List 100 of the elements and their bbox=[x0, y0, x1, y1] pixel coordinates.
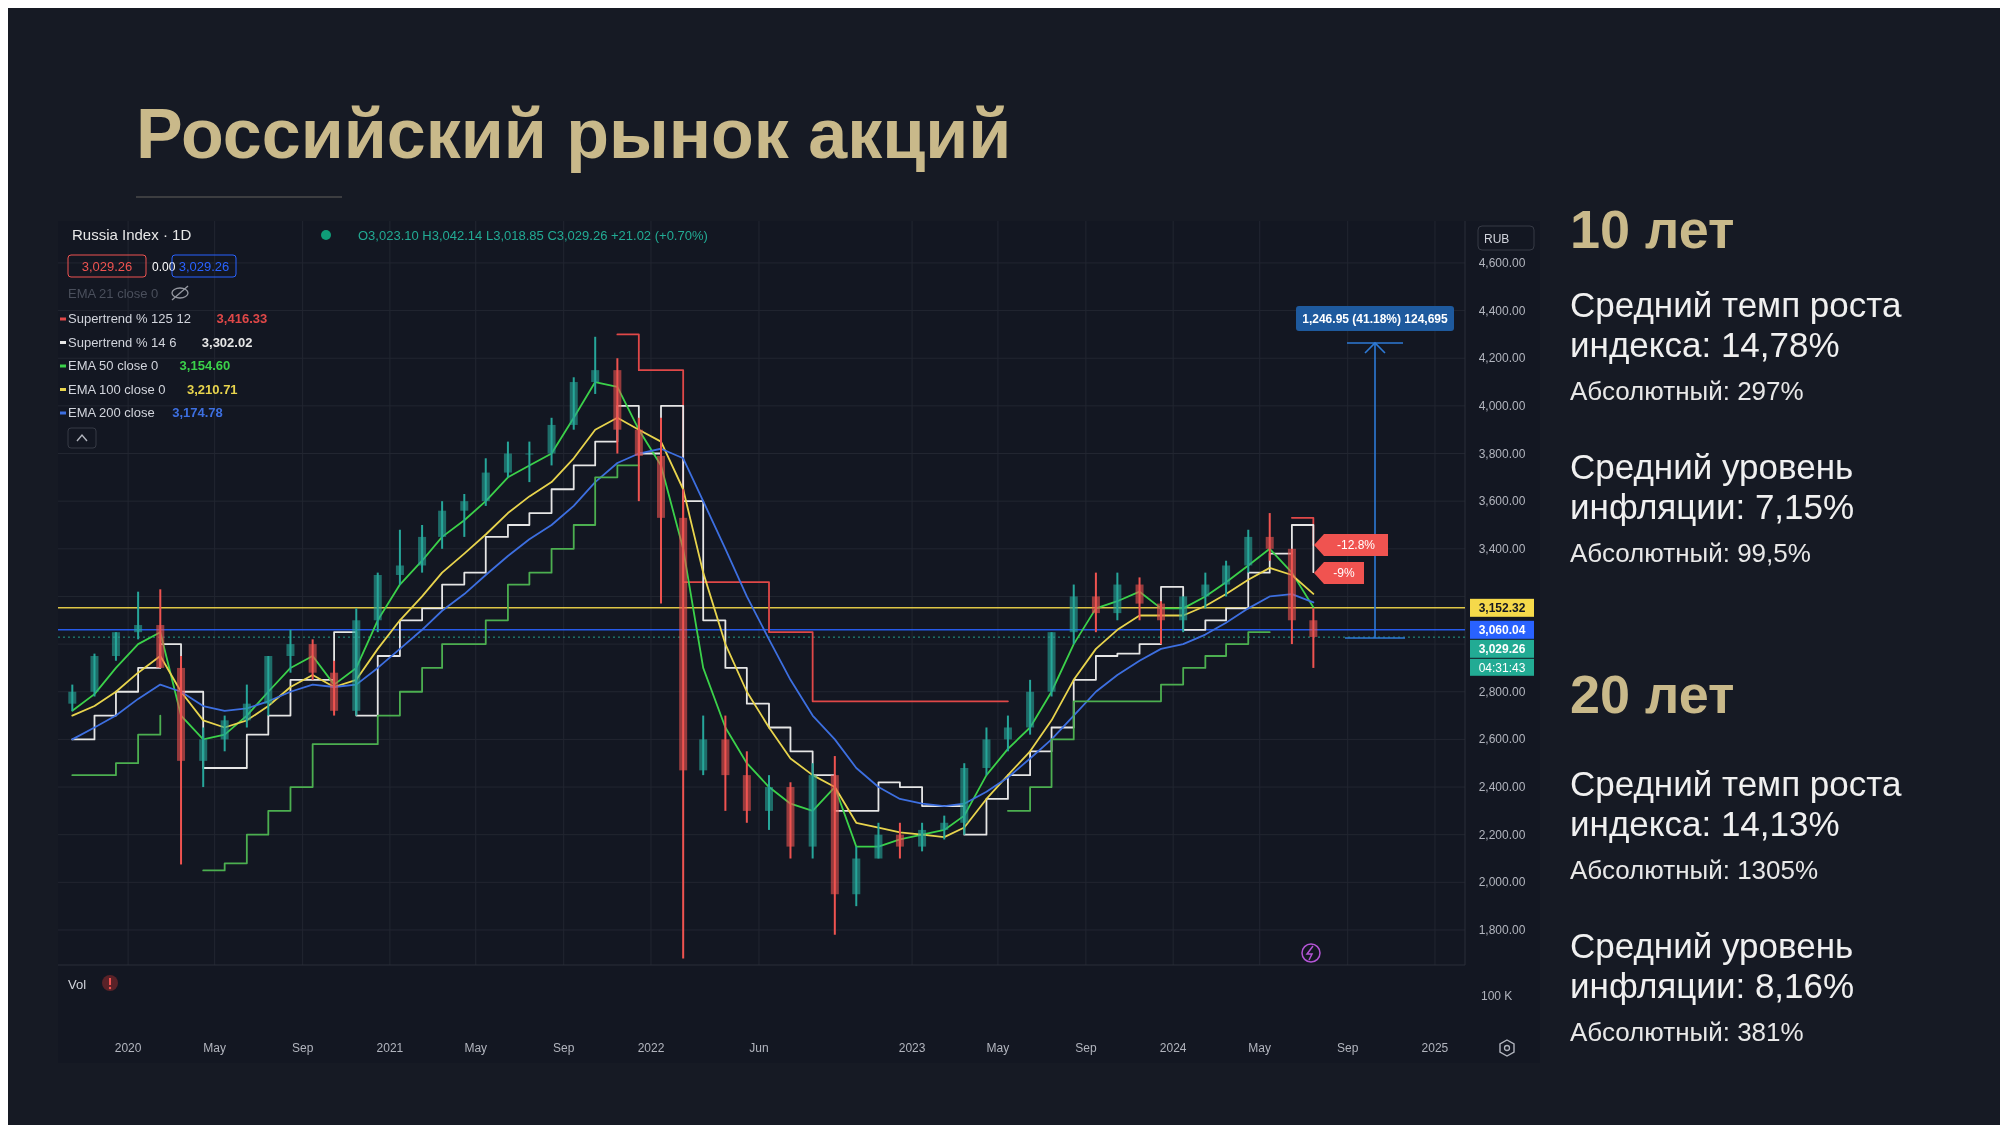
x-tick-label: 2020 bbox=[114, 1041, 142, 1055]
candlestick bbox=[90, 652, 99, 698]
text: Абсолютный: 381% bbox=[1570, 1017, 1804, 1047]
annotation: 3,029.26 bbox=[178, 259, 230, 274]
candlestick bbox=[808, 762, 817, 860]
annotation: -9% bbox=[1333, 566, 1355, 580]
candlestick bbox=[220, 714, 229, 753]
text: 10 лет bbox=[1570, 199, 1735, 259]
text: Средний темп роста индекса: 14,78% bbox=[1570, 285, 1902, 364]
y-tick-label: 4,000.00 bbox=[1478, 398, 1526, 413]
candlestick bbox=[918, 821, 927, 853]
x-tick-label: May bbox=[1248, 1041, 1272, 1055]
candlestick bbox=[1287, 547, 1296, 646]
candlestick bbox=[481, 457, 490, 507]
text: Средний темп роста индекса: 14,13% bbox=[1570, 764, 1902, 843]
annotation: -12.8% bbox=[1336, 538, 1376, 552]
x-tick-label: Sep bbox=[1075, 1041, 1097, 1055]
annotation: 3,154.60 bbox=[179, 358, 231, 373]
candlestick bbox=[1309, 607, 1318, 669]
candlestick bbox=[895, 821, 904, 860]
legend-label: EMA 50 close 0 bbox=[68, 358, 159, 373]
candlestick bbox=[657, 416, 665, 605]
text: Средний уровень инфляции: 8,16% bbox=[1570, 926, 1855, 1005]
candlestick bbox=[742, 750, 751, 824]
y-tick-label: 2,000.00 bbox=[1478, 875, 1526, 890]
text: Vol bbox=[68, 977, 87, 992]
annotation: 0.00 bbox=[152, 260, 176, 274]
candlestick bbox=[242, 683, 251, 729]
candlestick bbox=[1201, 571, 1210, 610]
text: RUB bbox=[1484, 232, 1510, 246]
x-tick-label: 2025 bbox=[1421, 1041, 1449, 1055]
x-tick-label: 2021 bbox=[376, 1041, 404, 1055]
candlestick bbox=[438, 500, 447, 550]
candlestick bbox=[1135, 576, 1144, 622]
candlestick bbox=[177, 655, 186, 866]
candlestick bbox=[765, 774, 774, 831]
x-tick-label: Sep bbox=[291, 1041, 314, 1055]
annotation: O3,023.10 H3,042.14 L3,018.85 C3,029.26 +21.02 (+0.70%) bbox=[358, 228, 708, 243]
candlestick bbox=[591, 335, 600, 395]
x-tick-label: 2022 bbox=[637, 1041, 665, 1055]
text: Средний уровень инфляции: 7,15% bbox=[1570, 447, 1855, 526]
candlestick bbox=[1265, 512, 1274, 562]
x-tick-label: May bbox=[986, 1041, 1010, 1055]
legend-label: EMA 100 close 0 bbox=[68, 381, 166, 397]
y-tick-label: 4,600.00 bbox=[1478, 255, 1526, 270]
x-tick-label: Jun bbox=[749, 1041, 769, 1055]
x-tick-label: Sep bbox=[1337, 1041, 1359, 1055]
candlestick bbox=[699, 714, 708, 777]
annotation: 1,246.95 (41.18%) 124,695 bbox=[1302, 312, 1449, 326]
candlestick bbox=[830, 755, 839, 936]
y-tick-label: 4,200.00 bbox=[1478, 351, 1526, 366]
candlestick bbox=[418, 523, 427, 574]
candlestick bbox=[874, 821, 883, 860]
candlestick bbox=[373, 571, 382, 634]
candlestick bbox=[982, 726, 991, 777]
annotation: 3,029.26 bbox=[81, 259, 133, 274]
candlestick bbox=[786, 781, 795, 860]
x-tick-label: Sep bbox=[553, 1041, 575, 1055]
candlestick bbox=[156, 588, 165, 669]
text: Абсолютный: 1305% bbox=[1570, 855, 1819, 885]
candlestick bbox=[1113, 571, 1122, 622]
candlestick bbox=[525, 440, 534, 484]
text: 04:31:43 bbox=[1478, 660, 1526, 675]
candlestick bbox=[1091, 571, 1100, 634]
y-tick-label: 2,200.00 bbox=[1478, 827, 1526, 842]
candlestick bbox=[460, 493, 469, 538]
ref-line-label: 3,152.32 bbox=[1478, 600, 1526, 615]
y-tick-label: 3,600.00 bbox=[1478, 494, 1526, 509]
candlestick bbox=[395, 528, 404, 586]
ref-line-label: 3,029.26 bbox=[1478, 641, 1526, 656]
x-tick-label: 2023 bbox=[898, 1041, 926, 1055]
chart-title: Российский рынок акций bbox=[136, 95, 1012, 173]
candlestick bbox=[1069, 583, 1078, 646]
annotation: 3,174.78 bbox=[172, 405, 223, 420]
y-tick-label: 2,400.00 bbox=[1478, 780, 1526, 795]
annotation: 3,302.02 bbox=[201, 334, 253, 350]
candlestick bbox=[547, 416, 556, 467]
y-tick-label: 2,800.00 bbox=[1478, 684, 1526, 699]
annotation: EMA 21 close 0 bbox=[68, 286, 159, 301]
legend-label: EMA 200 close bbox=[68, 405, 155, 420]
candlestick bbox=[679, 488, 688, 960]
y-tick-label: 1,800.00 bbox=[1478, 922, 1526, 937]
annotation: 3,416.33 bbox=[216, 311, 268, 326]
x-tick-label: May bbox=[203, 1041, 226, 1055]
candlestick bbox=[68, 683, 77, 712]
candlestick bbox=[960, 762, 969, 836]
candlestick bbox=[1222, 559, 1231, 598]
candlestick bbox=[569, 376, 578, 431]
candlestick bbox=[1026, 678, 1035, 736]
candlestick bbox=[721, 714, 730, 812]
candlestick bbox=[330, 659, 339, 717]
candlestick bbox=[940, 814, 949, 841]
text: Абсолютный: 99,5% bbox=[1570, 538, 1811, 568]
x-tick-label: 2024 bbox=[1159, 1041, 1187, 1055]
candlestick bbox=[199, 726, 208, 789]
candlestick bbox=[1157, 600, 1165, 646]
y-tick-label: 3,800.00 bbox=[1478, 446, 1526, 461]
candlestick bbox=[1244, 528, 1253, 574]
y-tick-label: 3,400.00 bbox=[1478, 541, 1526, 556]
candlestick bbox=[852, 845, 861, 908]
